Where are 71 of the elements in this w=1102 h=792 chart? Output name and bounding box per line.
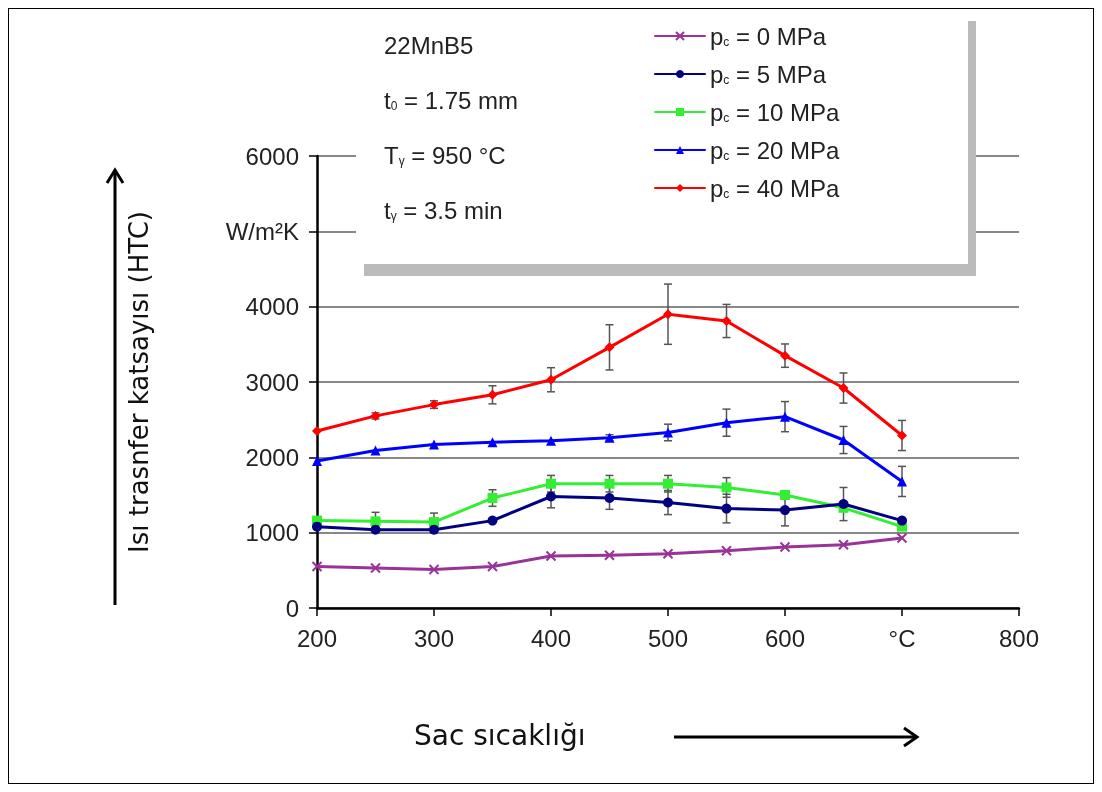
x-tick-label: 400: [530, 624, 572, 652]
point: [429, 439, 439, 450]
text: t0 = 1.75 mm: [384, 86, 519, 114]
legend-label: pc = 5 MPa: [710, 60, 827, 88]
point: [663, 309, 673, 320]
point: [312, 456, 322, 467]
point: [487, 515, 498, 526]
y-tick-label: W/m²K: [225, 217, 299, 245]
legend-label: pc = 0 MPa: [710, 22, 827, 50]
point: [312, 521, 322, 532]
point: [604, 342, 615, 353]
x-tick-label: 600: [764, 624, 806, 652]
y-tick-label: 0: [285, 594, 299, 622]
y-tick-label: 4000: [245, 293, 299, 321]
point: [780, 411, 790, 422]
point: [721, 503, 732, 514]
point: [546, 491, 556, 502]
y-axis-title: Isı trasnfer katsayısı (HTC): [124, 211, 154, 553]
legend-label: pc = 10 MPa: [710, 98, 841, 126]
point: [780, 490, 790, 500]
point: [487, 493, 498, 504]
point: [838, 539, 849, 551]
point: [721, 545, 732, 557]
y-tick-label: 6000: [245, 142, 299, 170]
point: [896, 532, 908, 544]
point: [487, 437, 498, 448]
point: [897, 476, 907, 487]
point: [487, 561, 498, 573]
point: [779, 541, 791, 553]
y-tick-label: 2000: [245, 443, 299, 471]
legend-label: pc = 20 MPa: [710, 136, 841, 164]
point: [897, 430, 907, 441]
point: [429, 524, 439, 535]
point: [780, 350, 790, 361]
point: [546, 478, 556, 489]
point: [721, 417, 732, 428]
point: [487, 389, 498, 400]
x-tick-label: 800: [998, 624, 1040, 652]
point: [780, 505, 790, 516]
x-tick-label: °C: [888, 624, 916, 652]
point: [604, 493, 615, 504]
point: [662, 548, 674, 560]
point: [721, 315, 732, 326]
point: [897, 515, 907, 526]
point: [370, 524, 381, 535]
point: [838, 383, 849, 394]
point: [838, 435, 849, 446]
point: [663, 478, 673, 489]
text: 22MnB5: [384, 31, 474, 59]
x-tick-label: 200: [296, 624, 338, 652]
point: [546, 435, 556, 446]
x-tick-label: 300: [413, 624, 455, 652]
point: [311, 561, 323, 573]
point: [663, 497, 673, 508]
point: [312, 425, 322, 436]
point: [663, 427, 673, 438]
x-axis-title: Sac sıcaklığı: [414, 718, 586, 752]
x-tick-label: 500: [647, 624, 689, 652]
y-tick-label: 3000: [245, 368, 299, 396]
point: [370, 562, 381, 574]
annotation: Tγ = 950 °C: [384, 141, 506, 169]
point: [370, 445, 381, 456]
point: [545, 550, 557, 562]
y-tick-label: 1000: [245, 519, 299, 547]
point: [604, 549, 615, 561]
point: [604, 478, 615, 489]
point: [370, 516, 381, 527]
point: [546, 374, 556, 385]
legend-label: pc = 40 MPa: [710, 174, 841, 202]
annotation: tγ = 3.5 min: [384, 196, 503, 224]
point: [428, 564, 440, 576]
